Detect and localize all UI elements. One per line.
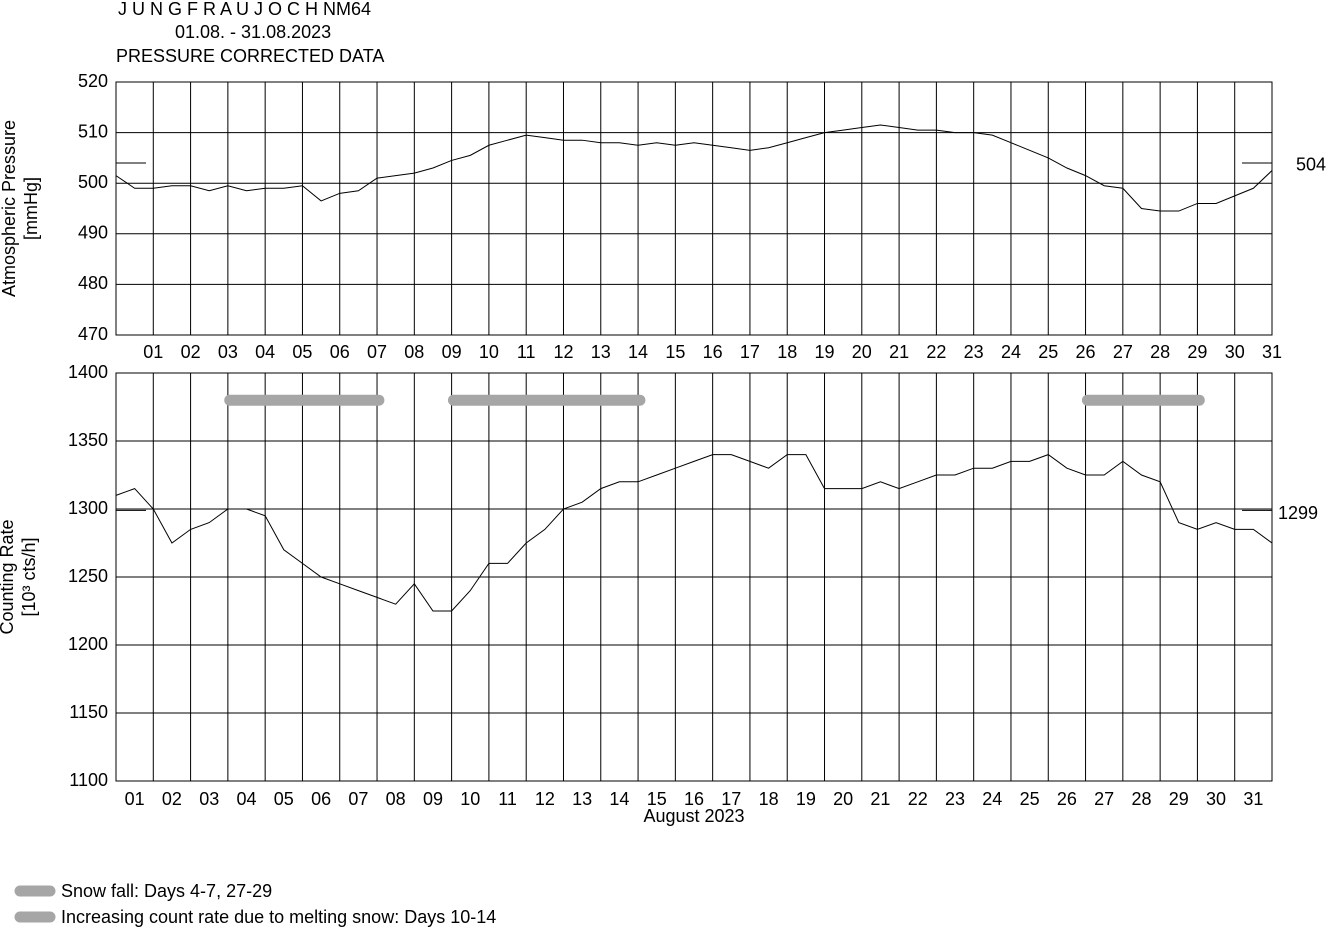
x-tick-label: 30 — [1206, 789, 1226, 809]
x-tick-label: 25 — [1020, 789, 1040, 809]
x-tick-label: 23 — [945, 789, 965, 809]
x-tick-label: 03 — [218, 342, 238, 362]
x-tick-label: 31 — [1262, 342, 1282, 362]
y-tick-label: 1350 — [68, 430, 108, 450]
x-tick-label: 09 — [442, 342, 462, 362]
chart-subtitle: 01.08. - 31.08.2023 — [175, 22, 331, 42]
x-tick-label: 02 — [162, 789, 182, 809]
x-tick-label: 25 — [1038, 342, 1058, 362]
x-tick-label: 24 — [982, 789, 1002, 809]
y-tick-label: 520 — [78, 71, 108, 91]
x-tick-label: 28 — [1131, 789, 1151, 809]
x-tick-label: 31 — [1243, 789, 1263, 809]
x-tick-label: 03 — [199, 789, 219, 809]
x-tick-label: 24 — [1001, 342, 1021, 362]
x-tick-label: 14 — [609, 789, 629, 809]
x-tick-label: 18 — [777, 342, 797, 362]
y-tick-label: 1250 — [68, 566, 108, 586]
x-tick-label: 09 — [423, 789, 443, 809]
x-tick-label: 07 — [348, 789, 368, 809]
x-tick-label: 08 — [404, 342, 424, 362]
x-tick-label: 07 — [367, 342, 387, 362]
y-tick-label: 1100 — [69, 770, 108, 790]
x-tick-label: 28 — [1150, 342, 1170, 362]
y-axis-label: [10³ cts/h] — [19, 537, 39, 616]
x-tick-label: 04 — [237, 789, 257, 809]
plot-frame — [115, 81, 1273, 336]
x-tick-label: 15 — [665, 342, 685, 362]
x-tick-label: 30 — [1225, 342, 1245, 362]
x-tick-label: 27 — [1113, 342, 1133, 362]
y-tick-label: 510 — [78, 121, 108, 141]
x-tick-label: 13 — [572, 789, 592, 809]
x-tick-label: 02 — [181, 342, 201, 362]
x-tick-label: 10 — [479, 342, 499, 362]
x-tick-label: 26 — [1076, 342, 1096, 362]
y-tick-label: 1400 — [68, 362, 108, 382]
x-tick-label: 16 — [703, 342, 723, 362]
x-tick-label: 06 — [311, 789, 331, 809]
y-tick-label: 490 — [78, 223, 108, 243]
x-tick-label: 12 — [553, 342, 573, 362]
x-tick-label: 15 — [647, 789, 667, 809]
x-tick-label: 11 — [498, 789, 517, 809]
x-tick-label: 01 — [125, 789, 145, 809]
y-axis-label: [mmHg] — [21, 177, 41, 240]
x-tick-label: 14 — [628, 342, 648, 362]
y-tick-label: 480 — [78, 273, 108, 293]
reference-label: 1299 — [1278, 503, 1318, 523]
x-tick-label: 05 — [292, 342, 312, 362]
x-tick-label: 27 — [1094, 789, 1114, 809]
data-line — [115, 124, 1273, 212]
x-tick-label: 19 — [796, 789, 816, 809]
data-line — [115, 454, 1273, 612]
x-tick-label: 11 — [517, 342, 536, 362]
x-tick-label: 23 — [964, 342, 984, 362]
x-tick-label: 21 — [889, 342, 909, 362]
x-tick-label: 12 — [535, 789, 555, 809]
x-tick-label: 16 — [684, 789, 704, 809]
y-axis-label: Atmospheric Pressure — [0, 120, 19, 297]
x-tick-label: 05 — [274, 789, 294, 809]
x-tick-label: 29 — [1169, 789, 1189, 809]
reference-label: 504 — [1296, 155, 1326, 175]
x-tick-label: 06 — [330, 342, 350, 362]
y-tick-label: 1150 — [69, 702, 108, 722]
x-tick-label: 08 — [386, 789, 406, 809]
x-tick-label: 29 — [1187, 342, 1207, 362]
chart-title: J U N G F R A U J O C H NM64 — [118, 0, 371, 19]
y-tick-label: 470 — [78, 324, 108, 344]
legend-label: Snow fall: Days 4-7, 27-29 — [61, 881, 272, 901]
x-tick-label: 10 — [460, 789, 480, 809]
y-axis-label: Counting Rate — [0, 519, 17, 634]
x-tick-label: 22 — [908, 789, 928, 809]
x-tick-label: 04 — [255, 342, 275, 362]
x-tick-label: 19 — [815, 342, 835, 362]
y-tick-label: 500 — [78, 172, 108, 192]
x-tick-label: 21 — [870, 789, 890, 809]
x-axis-label: August 2023 — [643, 806, 744, 826]
x-tick-label: 13 — [591, 342, 611, 362]
y-tick-label: 1200 — [68, 634, 108, 654]
x-tick-label: 17 — [721, 789, 741, 809]
x-tick-label: 22 — [926, 342, 946, 362]
x-tick-label: 26 — [1057, 789, 1077, 809]
x-tick-label: 20 — [852, 342, 872, 362]
x-tick-label: 01 — [143, 342, 163, 362]
y-tick-label: 1300 — [68, 498, 108, 518]
x-tick-label: 20 — [833, 789, 853, 809]
legend-label: Increasing count rate due to melting sno… — [61, 907, 496, 927]
x-tick-label: 18 — [759, 789, 779, 809]
chart-subtitle: PRESSURE CORRECTED DATA — [116, 46, 384, 66]
x-tick-label: 17 — [740, 342, 760, 362]
